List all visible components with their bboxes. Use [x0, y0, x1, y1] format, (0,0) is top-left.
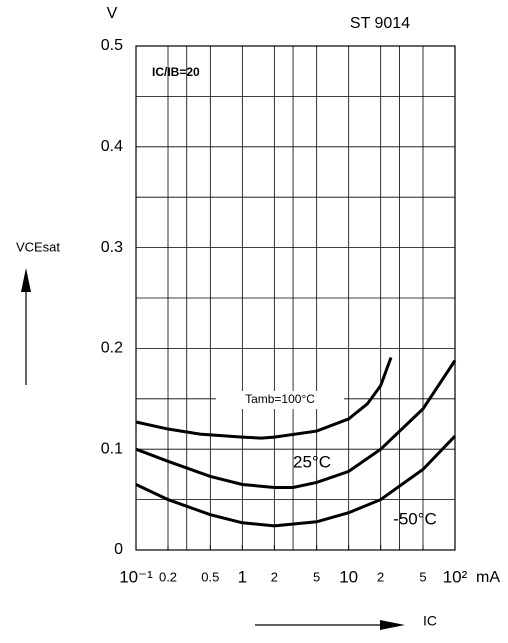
line	[135, 435, 457, 528]
x-tick-label: 10²	[443, 567, 468, 586]
y-tick-label: 0.3	[101, 239, 123, 256]
y-arrowhead	[21, 268, 31, 292]
x-tick-label: 0.2	[159, 569, 177, 584]
y-tick-label: 0.5	[101, 37, 123, 54]
series-label: 25°C	[293, 452, 331, 471]
y-tick-label: 0	[114, 541, 123, 558]
x-label: IC	[423, 613, 437, 629]
y-tick-label: 0.4	[101, 138, 123, 155]
x-tick-label: 1	[238, 567, 247, 586]
x-unit: mA	[476, 569, 500, 586]
line	[135, 359, 457, 490]
x-tick-label: 2	[271, 569, 278, 584]
x-tick-label: 5	[419, 569, 426, 584]
plot-frame	[135, 45, 456, 551]
x-tick-label: 2	[377, 569, 384, 584]
x-tick-label: 0.5	[201, 569, 219, 584]
x-tick-label: 10	[339, 567, 358, 586]
y-label: VCEsat	[16, 239, 60, 254]
y-tick-label: 0.1	[101, 440, 123, 457]
label-bg	[216, 391, 344, 409]
x-arrowhead	[380, 620, 405, 630]
chart-title: ST 9014	[350, 15, 410, 32]
series-label: -50°C	[393, 509, 437, 528]
y-unit: V	[107, 5, 118, 22]
series-label: Tamb=100°C	[245, 392, 315, 406]
line	[135, 356, 393, 440]
y-tick-label: 0.2	[101, 340, 123, 357]
x-tick-label: 5	[313, 569, 320, 584]
annotation: IC/IB=20	[152, 65, 200, 79]
x-tick-label: 10⁻¹	[119, 567, 153, 586]
